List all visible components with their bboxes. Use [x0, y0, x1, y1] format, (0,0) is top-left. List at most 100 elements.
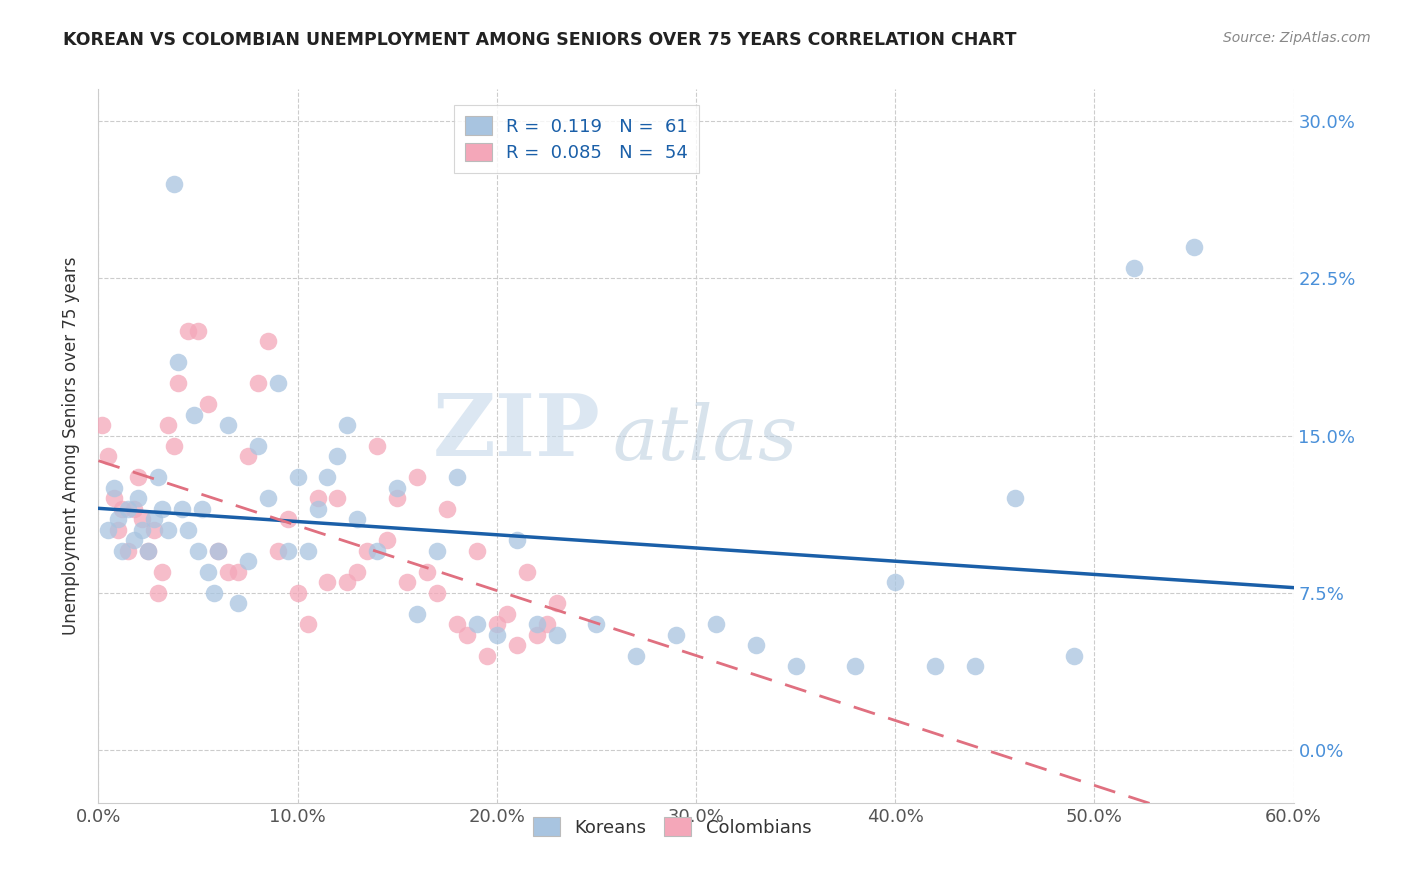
Point — [385, 481, 409, 495]
Point — [1004, 491, 1026, 506]
Text: atlas: atlas — [613, 402, 797, 475]
Point — [546, 628, 568, 642]
Point — [246, 439, 269, 453]
Y-axis label: Unemployment Among Seniors over 75 years: Unemployment Among Seniors over 75 years — [62, 257, 80, 635]
Point — [197, 565, 219, 579]
Point — [131, 523, 153, 537]
Point — [97, 523, 120, 537]
Point — [475, 648, 498, 663]
Point — [316, 470, 339, 484]
Point — [163, 439, 186, 453]
Point — [187, 544, 209, 558]
Point — [207, 544, 229, 558]
Point — [107, 512, 129, 526]
Point — [267, 376, 290, 390]
Point — [526, 617, 548, 632]
Point — [202, 586, 225, 600]
Point — [148, 470, 170, 484]
Point — [91, 417, 114, 432]
Point — [246, 376, 269, 390]
Point — [117, 502, 139, 516]
Point — [207, 544, 229, 558]
Point — [446, 617, 468, 632]
Point — [267, 544, 290, 558]
Point — [436, 502, 458, 516]
Point — [217, 565, 239, 579]
Point — [924, 659, 946, 673]
Point — [704, 617, 727, 632]
Point — [167, 355, 190, 369]
Point — [526, 628, 548, 642]
Point — [197, 397, 219, 411]
Point — [745, 639, 768, 653]
Point — [546, 596, 568, 610]
Point — [963, 659, 986, 673]
Point — [495, 607, 517, 621]
Point — [396, 575, 419, 590]
Point — [456, 628, 478, 642]
Point — [844, 659, 866, 673]
Point — [465, 617, 488, 632]
Point — [346, 565, 368, 579]
Point — [426, 586, 449, 600]
Point — [157, 523, 180, 537]
Point — [111, 502, 134, 516]
Point — [177, 523, 200, 537]
Point — [307, 491, 329, 506]
Point — [416, 565, 439, 579]
Point — [226, 596, 249, 610]
Point — [785, 659, 807, 673]
Point — [326, 450, 349, 464]
Text: ZIP: ZIP — [433, 390, 600, 474]
Point — [326, 491, 349, 506]
Point — [177, 324, 200, 338]
Point — [127, 470, 149, 484]
Point — [346, 512, 368, 526]
Point — [297, 617, 319, 632]
Point — [124, 533, 146, 548]
Point — [1063, 648, 1085, 663]
Point — [103, 481, 125, 495]
Point — [150, 565, 173, 579]
Point — [150, 502, 173, 516]
Point — [277, 544, 299, 558]
Point — [665, 628, 688, 642]
Point — [277, 512, 299, 526]
Point — [536, 617, 558, 632]
Point — [117, 544, 139, 558]
Point — [187, 324, 209, 338]
Point — [124, 502, 146, 516]
Point — [103, 491, 125, 506]
Point — [287, 586, 309, 600]
Point — [506, 533, 529, 548]
Point — [172, 502, 194, 516]
Point — [375, 533, 398, 548]
Point — [485, 617, 508, 632]
Point — [366, 439, 388, 453]
Point — [163, 177, 186, 191]
Point — [406, 607, 429, 621]
Point — [465, 544, 488, 558]
Point — [626, 648, 648, 663]
Point — [585, 617, 607, 632]
Point — [111, 544, 134, 558]
Point — [136, 544, 159, 558]
Point — [157, 417, 180, 432]
Point — [1123, 260, 1146, 275]
Point — [485, 628, 508, 642]
Point — [167, 376, 190, 390]
Point — [191, 502, 214, 516]
Point — [97, 450, 120, 464]
Point — [136, 544, 159, 558]
Point — [297, 544, 319, 558]
Point — [287, 470, 309, 484]
Point — [226, 565, 249, 579]
Point — [366, 544, 388, 558]
Point — [336, 417, 359, 432]
Point — [336, 575, 359, 590]
Point — [446, 470, 468, 484]
Point — [127, 491, 149, 506]
Legend: Koreans, Colombians: Koreans, Colombians — [526, 810, 818, 844]
Point — [183, 408, 205, 422]
Point — [307, 502, 329, 516]
